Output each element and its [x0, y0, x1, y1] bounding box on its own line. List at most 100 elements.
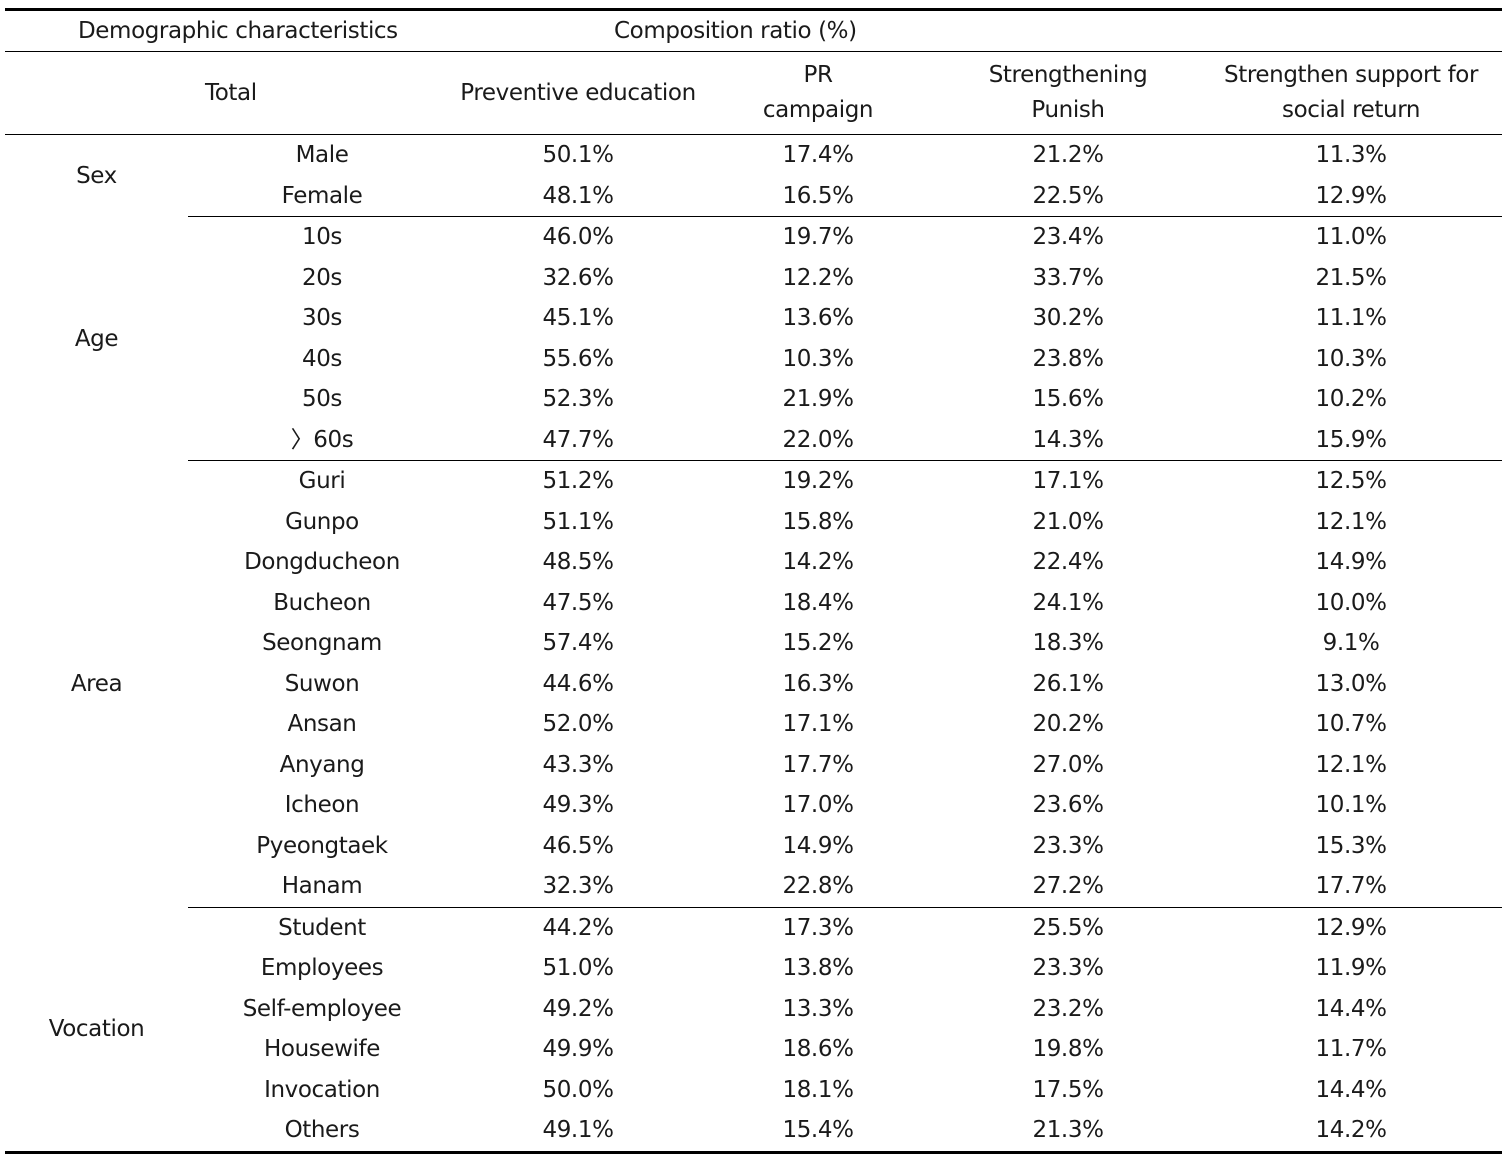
table-row: 30s 45.1% 13.6% 30.2% 11.1%: [5, 298, 1502, 339]
row-label: Icheon: [284, 792, 360, 819]
composition-ratio-header: Composition ratio (%): [614, 18, 857, 44]
table-row: Invocation 50.0% 18.1% 17.5% 14.4%: [5, 1070, 1502, 1111]
pr-campaign-value: 22.8%: [782, 873, 854, 900]
strengthen-support-value: 10.7%: [1315, 711, 1387, 738]
category-cell: Area: [70, 670, 123, 697]
strengthen-support-value: 12.5%: [1200, 460, 1503, 502]
pr-campaign-value: 18.1%: [782, 1076, 854, 1103]
demographic-characteristics-header: Demographic characteristics: [78, 18, 398, 44]
pr-campaign-value: 15.2%: [782, 630, 854, 657]
table-row: Dongducheon 48.5% 14.2% 22.4% 14.9%: [5, 542, 1502, 583]
preventive-education-value: 49.2%: [542, 995, 614, 1022]
preventive-education-value: 43.3%: [542, 751, 614, 778]
preventive-education-value: 55.6%: [542, 345, 614, 372]
strengthen-support-value: 14.2%: [1315, 1117, 1387, 1144]
strengthening-punish-value: 20.2%: [1032, 711, 1104, 738]
pr-campaign-value: 17.1%: [782, 711, 854, 738]
strengthening-punish-value: 17.5%: [1032, 1076, 1104, 1103]
pr-campaign-value: 14.9%: [782, 832, 854, 859]
strengthening-punish-value: 24.1%: [1032, 589, 1104, 616]
strengthen-support-header: Strengthen support for social return: [1200, 52, 1502, 135]
strengthening-punish-value: 17.1%: [936, 460, 1201, 502]
table-row: Gunpo 51.1% 15.8% 21.0% 12.1%: [5, 502, 1502, 543]
strengthen-support-value: 13.0%: [1315, 670, 1387, 697]
preventive-education-header: Preventive education: [460, 79, 696, 106]
strengthen-support-value: 10.0%: [1315, 589, 1387, 616]
strengthening-punish-header-line1: Strengthening: [988, 62, 1148, 88]
row-label: 40s: [301, 345, 343, 372]
strengthen-support-value: 14.4%: [1315, 1076, 1387, 1103]
strengthen-support-value: 12.1%: [1315, 508, 1387, 535]
row-label: Student: [188, 906, 457, 948]
row-label: Employees: [260, 955, 384, 982]
row-label: Bucheon: [273, 589, 371, 616]
row-label: Ansan: [287, 711, 357, 738]
pr-campaign-value: 21.9%: [782, 386, 854, 413]
pr-campaign-header-line1: PR: [803, 62, 833, 88]
strengthen-support-value: 15.9%: [1315, 426, 1387, 453]
strengthen-support-value: 11.1%: [1315, 305, 1387, 332]
strengthen-support-value: 21.5%: [1315, 264, 1387, 291]
row-label: Seongnam: [262, 630, 382, 657]
preventive-education-value: 45.1%: [542, 305, 614, 332]
strengthening-punish-value: 26.1%: [1032, 670, 1104, 697]
row-label: 30s: [301, 305, 343, 332]
table-row: Anyang 43.3% 17.7% 27.0% 12.1%: [5, 745, 1502, 786]
table-row: Housewife 49.9% 18.6% 19.8% 11.7%: [5, 1029, 1502, 1070]
row-label: 〉60s: [290, 426, 354, 453]
category-cell: Age: [74, 325, 119, 352]
pr-campaign-value: 14.2%: [782, 549, 854, 576]
row-label: Female: [281, 182, 363, 209]
pr-campaign-value: 13.3%: [782, 995, 854, 1022]
strengthen-support-value: 10.2%: [1315, 386, 1387, 413]
composition-table: Demographic characteristics Composition …: [5, 8, 1503, 1154]
row-label: Guri: [188, 460, 457, 502]
preventive-education-value: 49.1%: [542, 1117, 614, 1144]
table-body: Sex Male 50.1% 17.4% 21.2% 11.3% Female 48.1% 16…: [5, 135, 1503, 1152]
table-row: Employees 51.0% 13.8% 23.3% 11.9%: [5, 948, 1502, 989]
row-label: Suwon: [284, 670, 360, 697]
table-row: Icheon 49.3% 17.0% 23.6% 10.1%: [5, 785, 1502, 826]
pr-campaign-value: 17.3%: [700, 906, 937, 948]
pr-campaign-header: PR campaign: [700, 52, 936, 135]
strengthening-punish-value: 33.7%: [1032, 264, 1104, 291]
table-row: Female 48.1% 16.5% 22.5% 12.9%: [5, 176, 1502, 217]
preventive-education-value: 32.6%: [542, 264, 614, 291]
strengthen-support-value: 12.9%: [1200, 906, 1503, 948]
preventive-education-value: 47.7%: [542, 426, 614, 453]
strengthening-punish-value: 23.8%: [1032, 345, 1104, 372]
table-row: Ansan 52.0% 17.1% 20.2% 10.7%: [5, 704, 1502, 745]
preventive-education-value: 52.0%: [542, 711, 614, 738]
row-label: Others: [284, 1117, 360, 1144]
preventive-education-value: 51.0%: [542, 955, 614, 982]
strengthen-support-value: 10.3%: [1315, 345, 1387, 372]
row-label: Housewife: [264, 1036, 380, 1063]
pr-campaign-value: 17.4%: [782, 142, 854, 169]
table-row: Vocation Student 44.2% 17.3% 25.5% 12.9%: [5, 906, 1503, 1042]
pr-campaign-value: 17.7%: [782, 751, 854, 778]
strengthening-punish-value: 23.2%: [1032, 995, 1104, 1022]
preventive-education-value: 51.1%: [542, 508, 614, 535]
table-row: Suwon 44.6% 16.3% 26.1% 13.0%: [5, 664, 1502, 705]
strengthen-support-value: 14.4%: [1315, 995, 1387, 1022]
strengthen-support-value: 12.9%: [1315, 182, 1387, 209]
preventive-education-value: 46.0%: [456, 216, 701, 258]
strengthening-punish-value: 23.3%: [1032, 832, 1104, 859]
strengthening-punish-value: 30.2%: [1032, 305, 1104, 332]
row-label: Dongducheon: [244, 549, 400, 576]
preventive-education-value: 49.3%: [542, 792, 614, 819]
row-label: Invocation: [264, 1076, 380, 1103]
strengthen-support-value: 17.7%: [1315, 873, 1387, 900]
strengthening-punish-value: 21.2%: [1032, 142, 1104, 169]
table-row: Seongnam 57.4% 15.2% 18.3% 9.1%: [5, 623, 1502, 664]
preventive-education-value: 46.5%: [542, 832, 614, 859]
strengthen-support-value: 12.1%: [1315, 751, 1387, 778]
strengthen-support-value: 11.9%: [1315, 955, 1387, 982]
strengthening-punish-value: 19.8%: [1032, 1036, 1104, 1063]
row-label: 20s: [301, 264, 343, 291]
preventive-education-value: 48.5%: [542, 549, 614, 576]
total-header: Total: [205, 79, 257, 106]
table-row: Age 10s 46.0% 19.7% 23.4% 11.0%: [5, 216, 1503, 352]
strengthening-punish-value: 27.0%: [1032, 751, 1104, 778]
pr-campaign-value: 16.3%: [782, 670, 854, 697]
